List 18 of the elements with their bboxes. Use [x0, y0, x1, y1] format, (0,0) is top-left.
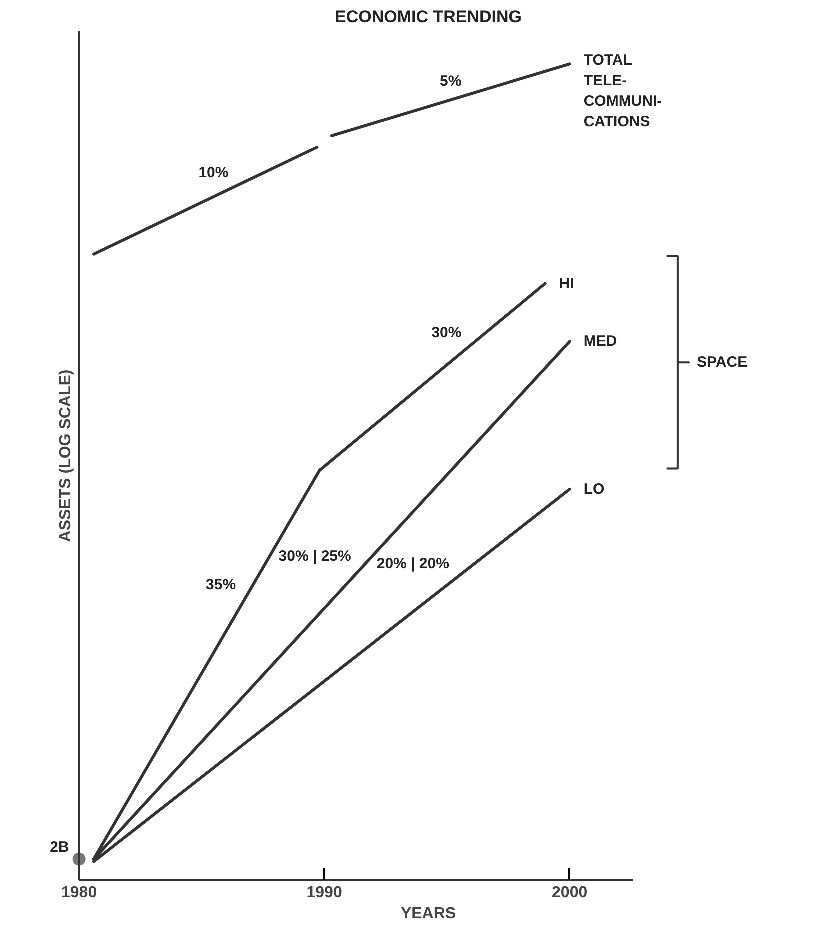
chart-title: ECONOMIC TRENDING	[335, 8, 522, 26]
annotation: 10%	[198, 164, 229, 182]
series-label: TOTAL TELE- COMMUNI- CATIONS	[584, 52, 662, 130]
annotation: 30%	[432, 324, 462, 342]
series-label: HI	[559, 275, 574, 292]
annotation: 20% | 20%	[376, 556, 450, 573]
y-axis-title: ASSETS (LOG SCALE)	[58, 370, 74, 542]
annotation: 5%	[440, 73, 462, 90]
annotation: 30% | 25%	[278, 548, 352, 566]
annotation: 2B	[50, 838, 70, 856]
series-label: MED	[584, 333, 618, 350]
text: SPACE	[697, 354, 748, 372]
x-tick-label: 2000	[552, 884, 588, 902]
x-axis-title: YEARS	[400, 906, 456, 922]
x-tick-label: 1980	[62, 884, 98, 902]
x-tick-label: 1990	[306, 884, 342, 902]
series-label: LO	[584, 480, 605, 498]
annotation: 35%	[206, 576, 236, 594]
